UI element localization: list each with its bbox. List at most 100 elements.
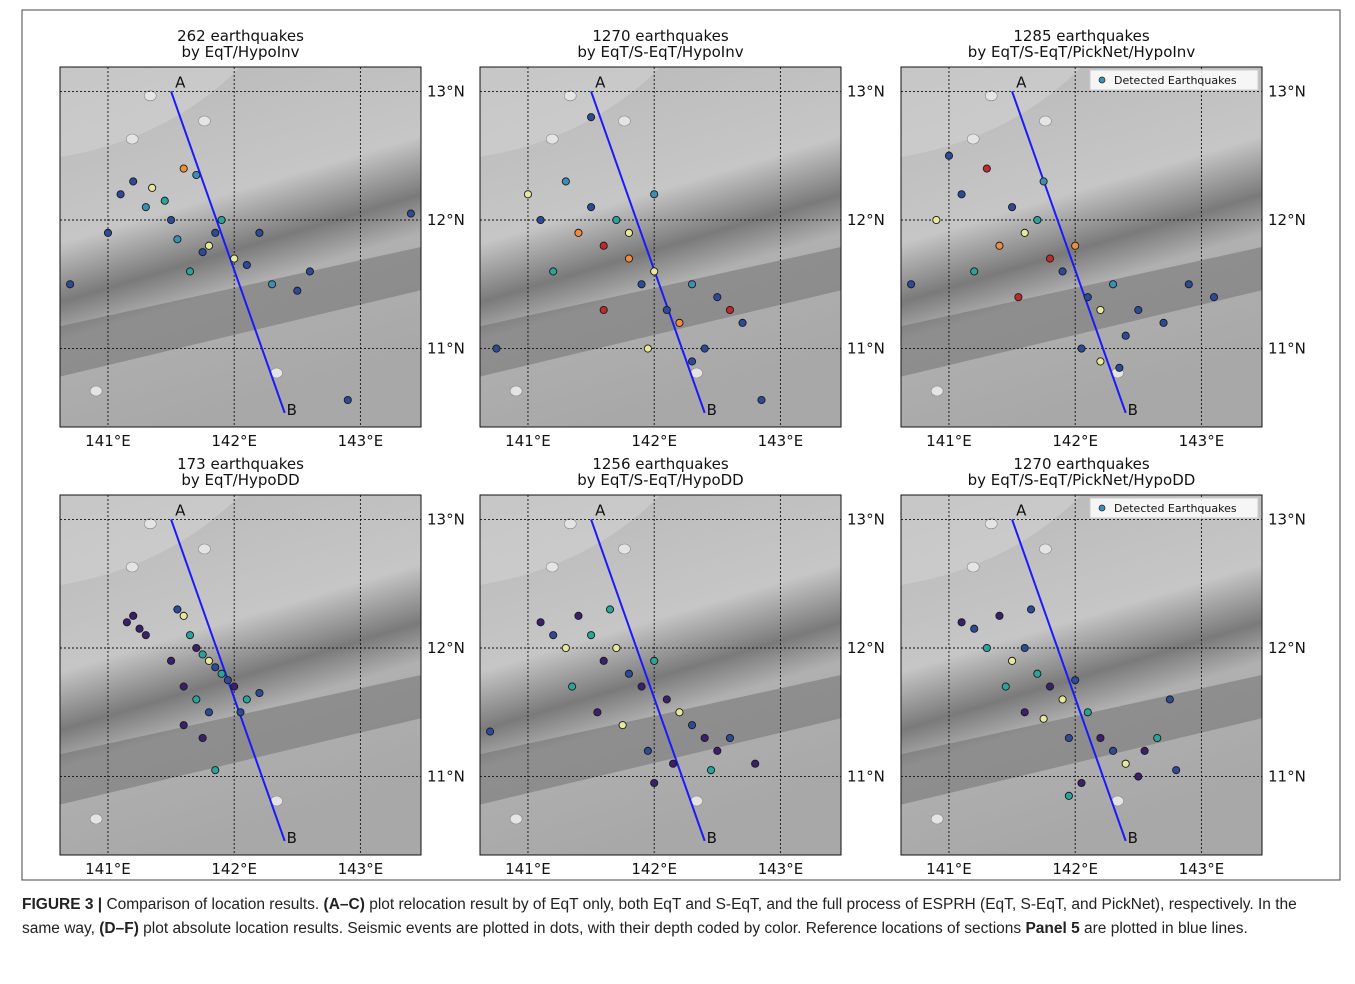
earthquake-dot: [562, 178, 569, 185]
earthquake-dot: [142, 632, 149, 639]
chart-subtitle: by EqT/HypoInv: [181, 43, 299, 61]
earthquake-dot: [1021, 709, 1028, 716]
earthquake-dot: [1072, 677, 1079, 684]
seamount: [126, 562, 138, 572]
earthquake-dot: [651, 268, 658, 275]
earthquake-dot: [594, 709, 601, 716]
earthquake-dot: [1078, 779, 1085, 786]
x-tick-label: 141°E: [505, 432, 551, 450]
earthquake-dot: [606, 606, 613, 613]
earthquake-dot: [958, 619, 965, 626]
earthquake-dot: [619, 722, 626, 729]
earthquake-dot: [644, 747, 651, 754]
earthquake-dot: [644, 345, 651, 352]
earthquake-dot: [1166, 696, 1173, 703]
y-tick-label: 11°N: [847, 768, 885, 786]
y-tick-label: 11°N: [1268, 340, 1306, 358]
plot-area: [60, 495, 421, 855]
earthquake-dot: [651, 657, 658, 664]
earthquake-dot: [199, 734, 206, 741]
x-tick-label: 143°E: [758, 432, 804, 450]
earthquake-dot: [758, 396, 765, 403]
earthquake-dot: [407, 210, 414, 217]
earthquake-dot: [569, 683, 576, 690]
earthquake-dot: [638, 683, 645, 690]
earthquake-dot: [1059, 268, 1066, 275]
earthquake-dot: [1046, 683, 1053, 690]
earthquake-dot: [1040, 715, 1047, 722]
earthquake-dot: [268, 281, 275, 288]
earthquake-dot: [1109, 747, 1116, 754]
earthquake-dot: [186, 268, 193, 275]
seamount: [1039, 544, 1051, 554]
earthquake-dot: [726, 734, 733, 741]
y-tick-label: 11°N: [427, 340, 465, 358]
earthquake-dot: [180, 722, 187, 729]
earthquake-dot: [587, 204, 594, 211]
x-tick-label: 143°E: [338, 432, 384, 450]
earthquake-dot: [688, 722, 695, 729]
earthquake-dot: [600, 306, 607, 313]
earthquake-dot: [167, 216, 174, 223]
seamount: [931, 386, 943, 396]
earthquake-dot: [231, 255, 238, 262]
x-tick-label: 142°E: [1052, 432, 1098, 450]
section-label: A: [175, 501, 186, 519]
earthquake-dot: [688, 281, 695, 288]
seamount: [90, 814, 102, 824]
legend-label: Detected Earthquakes: [1114, 502, 1237, 515]
earthquake-dot: [625, 255, 632, 262]
chart-subtitle: by EqT/S-EqT/HypoInv: [577, 43, 743, 61]
seamount: [985, 91, 997, 101]
x-tick-label: 141°E: [85, 860, 131, 878]
earthquake-dot: [1015, 294, 1022, 301]
y-tick-label: 12°N: [427, 211, 465, 229]
earthquake-dot: [587, 114, 594, 121]
earthquake-dot: [524, 191, 531, 198]
earthquake-dot: [167, 657, 174, 664]
earthquake-dot: [218, 216, 225, 223]
earthquake-dot: [1027, 606, 1034, 613]
earthquake-dot: [726, 306, 733, 313]
earthquake-dot: [180, 612, 187, 619]
earthquake-dot: [205, 242, 212, 249]
y-tick-label: 11°N: [847, 340, 885, 358]
section-label: A: [595, 73, 606, 91]
earthquake-dot: [638, 281, 645, 288]
earthquake-dot: [613, 216, 620, 223]
earthquake-dot: [149, 184, 156, 191]
earthquake-dot: [1008, 657, 1015, 664]
earthquake-dot: [180, 683, 187, 690]
legend-label: Detected Earthquakes: [1114, 74, 1237, 87]
chart-subtitle: by EqT/S-EqT/HypoDD: [577, 471, 744, 489]
earthquake-dot: [231, 683, 238, 690]
figure: AB141°E142°E143°E11°N12°N13°N262 earthqu…: [0, 0, 1355, 984]
earthquake-dot: [199, 249, 206, 256]
earthquake-dot: [199, 651, 206, 658]
x-tick-label: 142°E: [1052, 860, 1098, 878]
seamount: [967, 562, 979, 572]
caption-text: are plotted in blue lines.: [1080, 920, 1248, 937]
legend-marker: [1099, 505, 1105, 511]
caption: FIGURE 3 | Comparison of location result…: [22, 893, 1332, 941]
earthquake-dot: [1021, 644, 1028, 651]
earthquake-dot: [193, 171, 200, 178]
earthquake-dot: [205, 709, 212, 716]
x-tick-label: 142°E: [631, 432, 677, 450]
earthquake-dot: [575, 229, 582, 236]
earthquake-dot: [1141, 747, 1148, 754]
x-tick-label: 143°E: [338, 860, 384, 878]
earthquake-dot: [212, 767, 219, 774]
caption-text: (D–F): [99, 920, 139, 937]
earthquake-dot: [142, 204, 149, 211]
earthquake-dot: [983, 644, 990, 651]
earthquake-dot: [562, 644, 569, 651]
x-tick-label: 141°E: [926, 432, 972, 450]
seamount: [564, 91, 576, 101]
earthquake-dot: [1084, 709, 1091, 716]
legend-marker: [1099, 77, 1105, 83]
earthquake-dot: [256, 689, 263, 696]
seamount: [967, 134, 979, 144]
